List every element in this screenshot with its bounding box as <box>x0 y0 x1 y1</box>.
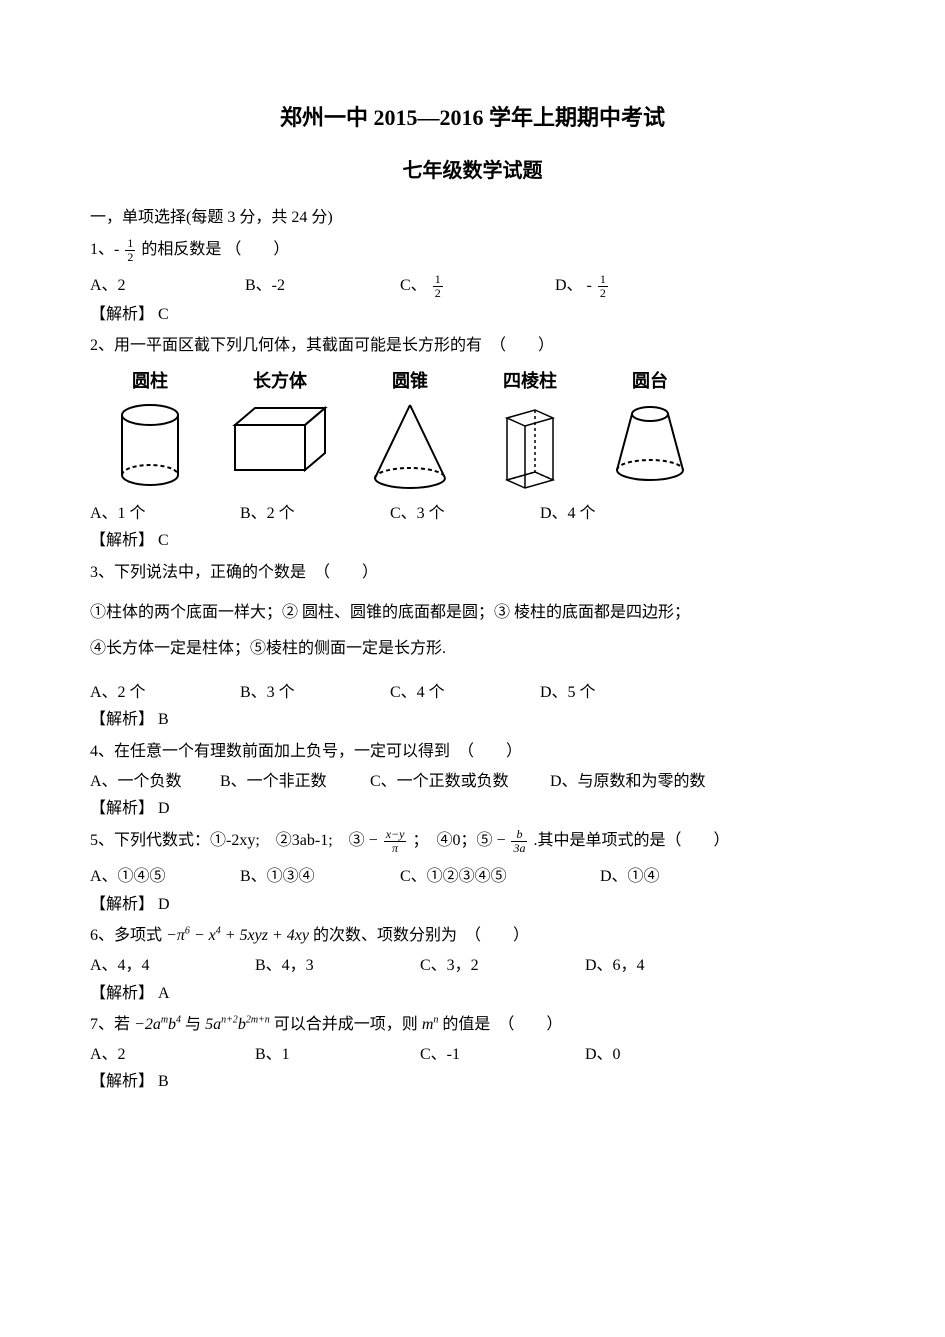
q4-optD: D、与原数和为零的数 <box>550 769 750 795</box>
shape-cuboid: 长方体 <box>220 367 340 480</box>
q1-optB: B、-2 <box>245 273 400 299</box>
cuboid-icon <box>225 400 335 480</box>
q4-solution: 【解析】 D <box>90 796 855 822</box>
title-main: 郑州一中 2015—2016 学年上期期中考试 <box>90 100 855 135</box>
q6-optD: D、6，4 <box>585 953 750 979</box>
q3-optA: A、2 个 <box>90 680 240 706</box>
q5-text-mid: ； ④0；⑤ − <box>412 832 509 849</box>
q5-frac1: x−y π <box>384 828 407 854</box>
q1-options: A、2 B、-2 C、 12 D、 - 12 <box>90 273 855 299</box>
q7-optD: D、0 <box>585 1042 750 1068</box>
q4-options: A、一个负数 B、一个非正数 C、一个正数或负数 D、与原数和为零的数 <box>90 769 855 795</box>
q6-optC: C、3，2 <box>420 953 585 979</box>
cone-icon <box>365 400 455 495</box>
shape-cylinder: 圆柱 <box>90 367 210 490</box>
q4-optB: B、一个非正数 <box>220 769 370 795</box>
section-header: 一，单项选择(每题 3 分，共 24 分) <box>90 205 855 231</box>
q1-text-post: 的相反数是 （ ） <box>141 241 289 258</box>
q6-options: A、4，4 B、4，3 C、3，2 D、6，4 <box>90 953 855 979</box>
question-3: 3、下列说法中，正确的个数是 （ ） ①柱体的两个底面一样大；② 圆柱、圆锥的底… <box>90 560 855 733</box>
q4-text: 4、在任意一个有理数前面加上负号，一定可以得到 （ ） <box>90 739 855 765</box>
q7-text: 7、若 −2amb4 与 5an+2b2m+n 可以合并成一项，则 mn 的值是… <box>90 1016 562 1033</box>
q2-optB: B、2 个 <box>240 501 390 527</box>
question-5: 5、下列代数式：①-2xy; ②3ab-1; ③ − x−y π ； ④0；⑤ … <box>90 828 855 918</box>
q2-text: 2、用一平面区截下列几何体，其截面可能是长方形的有 （ ） <box>90 333 855 359</box>
q5-optB: B、①③④ <box>240 864 400 890</box>
q6-optA: A、4，4 <box>90 953 255 979</box>
q6-optB: B、4，3 <box>255 953 420 979</box>
shape-cone: 圆锥 <box>350 367 470 495</box>
q2-optC: C、3 个 <box>390 501 540 527</box>
q4-optA: A、一个负数 <box>90 769 220 795</box>
q5-solution: 【解析】 D <box>90 892 855 918</box>
q7-optA: A、2 <box>90 1042 255 1068</box>
cylinder-icon <box>110 400 190 490</box>
question-2: 2、用一平面区截下列几何体，其截面可能是长方形的有 （ ） 圆柱 长方体 圆锥 <box>90 333 855 554</box>
q7-solution: 【解析】 B <box>90 1069 855 1095</box>
q1-text-pre: 1、- <box>90 241 123 258</box>
title-sub: 七年级数学试题 <box>90 155 855 187</box>
q2-solution: 【解析】 C <box>90 528 855 554</box>
q3-solution: 【解析】 B <box>90 707 855 733</box>
frustum-icon <box>605 400 695 485</box>
q2-shapes: 圆柱 长方体 圆锥 <box>90 367 855 495</box>
q4-optC: C、一个正数或负数 <box>370 769 550 795</box>
q5-frac2: b 3a <box>511 828 527 854</box>
q6-solution: 【解析】 A <box>90 981 855 1007</box>
q5-text-post: .其中是单项式的是（ ） <box>533 832 729 849</box>
q5-options: A、①④⑤ B、①③④ C、①②③④⑤ D、①④ <box>90 864 855 890</box>
q1-optD: D、 - 12 <box>555 273 710 299</box>
q2-options: A、1 个 B、2 个 C、3 个 D、4 个 <box>90 501 855 527</box>
q6-text: 6、多项式 −π6 − x4 + 5xyz + 4xy 的次数、项数分别为 （ … <box>90 927 529 944</box>
q5-optD: D、①④ <box>600 864 750 890</box>
question-7: 7、若 −2amb4 与 5an+2b2m+n 可以合并成一项，则 mn 的值是… <box>90 1012 855 1095</box>
q3-text: 3、下列说法中，正确的个数是 （ ） <box>90 560 855 586</box>
question-4: 4、在任意一个有理数前面加上负号，一定可以得到 （ ） A、一个负数 B、一个非… <box>90 739 855 822</box>
q3-statement-1: ①柱体的两个底面一样大；② 圆柱、圆锥的底面都是圆；③ 棱柱的底面都是四边形； <box>90 595 855 630</box>
question-6: 6、多项式 −π6 − x4 + 5xyz + 4xy 的次数、项数分别为 （ … <box>90 923 855 1006</box>
q7-optC: C、-1 <box>420 1042 585 1068</box>
shape-prism4: 四棱柱 <box>480 367 580 495</box>
q3-optB: B、3 个 <box>240 680 390 706</box>
q3-statement-2: ④长方体一定是柱体；⑤棱柱的侧面一定是长方形. <box>90 631 855 666</box>
q1-solution: 【解析】 C <box>90 302 855 328</box>
q5-optA: A、①④⑤ <box>90 864 240 890</box>
question-1: 1、- 1 2 的相反数是 （ ） A、2 B、-2 C、 12 D、 - 12… <box>90 237 855 327</box>
q3-options: A、2 个 B、3 个 C、4 个 D、5 个 <box>90 680 855 706</box>
q2-optD: D、4 个 <box>540 501 690 527</box>
q2-optA: A、1 个 <box>90 501 240 527</box>
q3-optC: C、4 个 <box>390 680 540 706</box>
q1-optC: C、 12 <box>400 273 555 299</box>
prism-icon <box>495 400 565 495</box>
q5-text-pre: 5、下列代数式：①-2xy; ②3ab-1; ③ − <box>90 832 382 849</box>
shape-frustum: 圆台 <box>590 367 710 485</box>
q3-optD: D、5 个 <box>540 680 690 706</box>
q7-optB: B、1 <box>255 1042 420 1068</box>
q7-options: A、2 B、1 C、-1 D、0 <box>90 1042 855 1068</box>
q1-frac: 1 2 <box>125 237 135 263</box>
q5-optC: C、①②③④⑤ <box>400 864 600 890</box>
q1-optA: A、2 <box>90 273 245 299</box>
